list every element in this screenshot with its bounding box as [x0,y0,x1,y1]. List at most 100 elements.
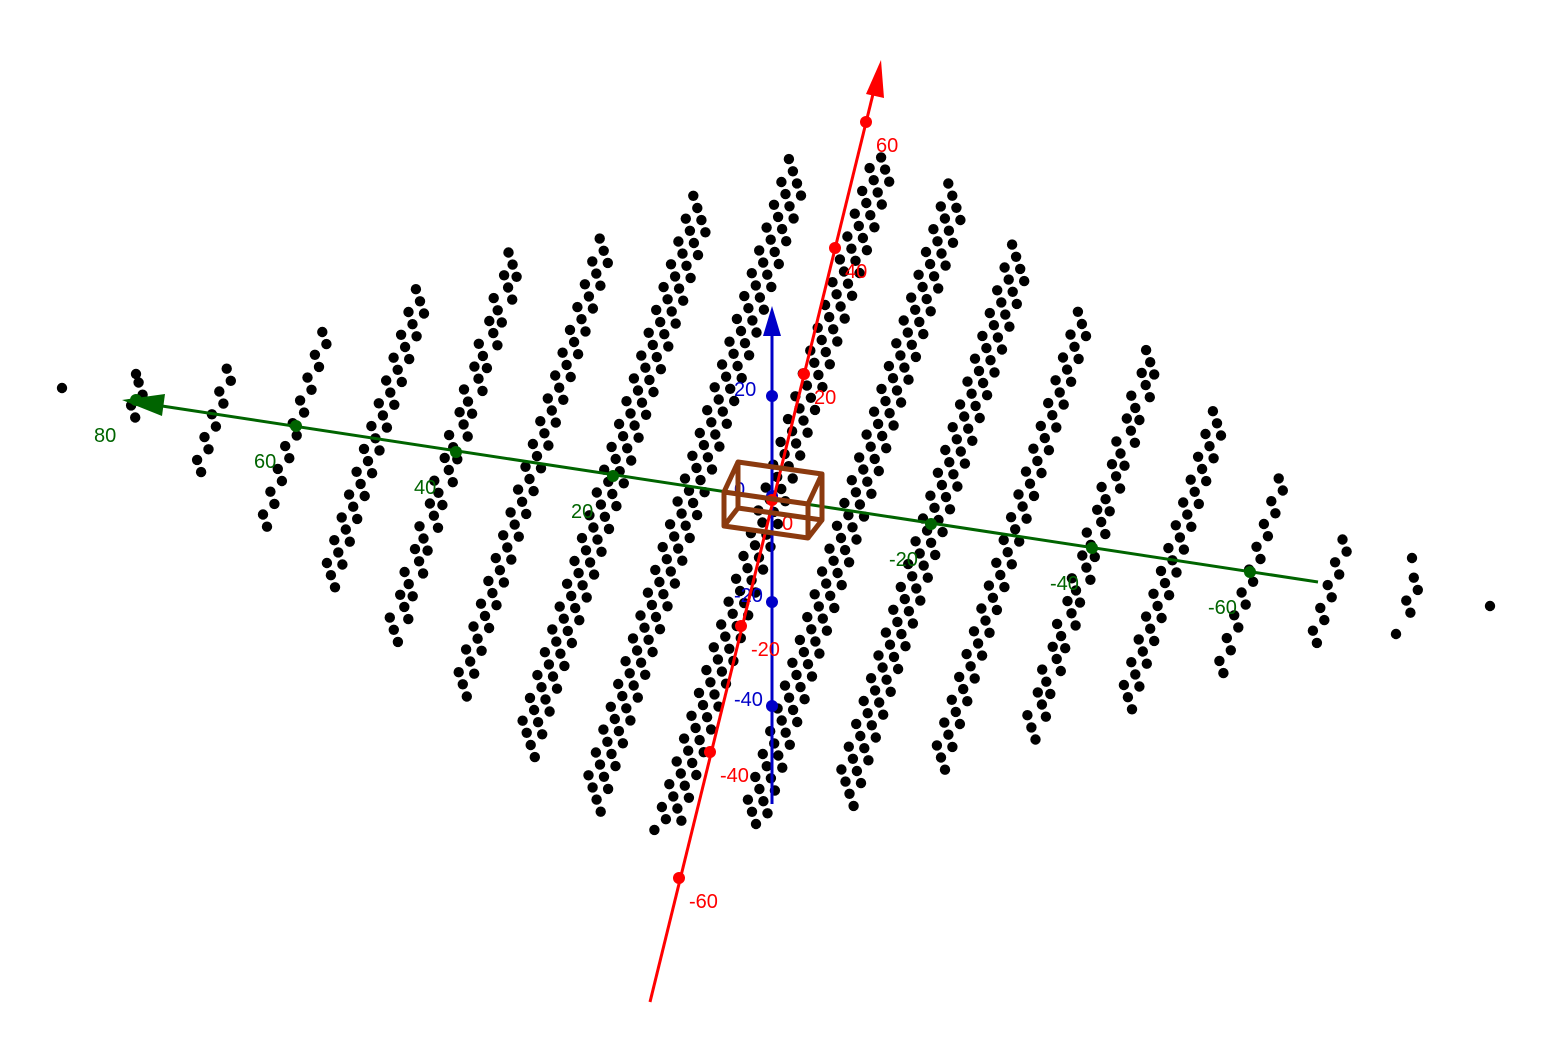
data-point [937,526,948,538]
data-point [1036,467,1047,479]
data-point [381,375,392,386]
x-axis-tick-label: -60 [689,891,718,913]
data-point [657,541,668,553]
data-point [1277,485,1289,496]
data-point [1030,734,1041,745]
data-point [613,725,625,737]
data-point [625,715,636,726]
data-point [773,258,784,270]
data-point [133,377,144,388]
data-point [603,523,615,535]
data-point [693,687,705,699]
data-point [225,375,236,386]
data-point [1136,367,1147,379]
data-point [647,646,658,658]
data-point [958,683,969,695]
data-point [587,256,598,267]
data-point [1125,425,1137,436]
data-point [865,673,877,684]
data-point [130,368,142,380]
data-point [313,361,325,373]
data-point [576,532,588,544]
data-point [679,473,691,484]
data-point [734,585,746,597]
data-point [1028,490,1040,502]
data-point [1141,658,1153,669]
data-point [896,628,907,640]
y-axis-tick-label: 60 [254,451,276,473]
data-point [1134,681,1145,692]
data-point [618,478,629,489]
data-point [694,734,705,746]
data-point [992,285,1003,296]
data-point [791,669,802,681]
data-point [701,664,712,676]
data-point [587,303,599,314]
data-point [392,364,403,375]
x-axis-tick [829,242,841,254]
data-point [1065,329,1076,340]
data-point [492,305,503,316]
data-point [672,496,683,507]
data-point [876,383,887,395]
data-point [580,545,592,556]
data-point [629,420,640,431]
data-point [407,591,418,602]
data-point [343,489,355,500]
data-point [547,671,559,682]
data-point [443,464,454,476]
data-point [403,306,414,318]
origin-box-edge [806,518,824,540]
data-point [1037,664,1048,675]
data-point [685,272,696,284]
data-point [525,739,536,751]
data-point [864,162,875,174]
data-point [294,395,306,406]
data-point [954,399,966,410]
data-point [857,185,868,197]
data-point [1104,506,1115,517]
data-point [555,648,566,659]
data-point [883,360,895,372]
data-point [655,364,667,375]
data-point [788,213,799,224]
data-point [625,408,636,419]
data-point [1011,298,1022,310]
data-point [694,427,705,439]
data-point [967,435,978,446]
data-point [910,536,921,547]
data-point [1251,541,1262,552]
data-point [348,501,359,512]
data-point [399,341,411,353]
data-point [1080,330,1092,342]
data-point [950,706,961,718]
data-point [999,581,1010,593]
data-point [665,566,676,577]
data-point [983,580,995,591]
data-point [847,753,859,764]
data-point [1024,478,1036,489]
data-point [496,317,507,328]
data-point [591,794,602,805]
data-point [329,535,340,546]
data-point [1114,483,1126,494]
data-point [635,657,647,668]
data-point [551,683,563,694]
data-point [658,589,669,600]
data-point [669,578,681,589]
data-point [475,598,487,609]
data-point [1140,379,1151,391]
data-point [527,438,539,450]
y-axis-tick-label: 20 [571,501,593,523]
data-point [606,441,617,453]
data-point [542,393,553,404]
data-point [1273,473,1284,484]
data-point [873,650,884,661]
data-point [1006,239,1018,250]
data-point [1070,585,1082,596]
data-point [687,757,698,769]
data-point [1065,376,1077,387]
data-point [743,303,754,314]
data-point [781,236,792,247]
